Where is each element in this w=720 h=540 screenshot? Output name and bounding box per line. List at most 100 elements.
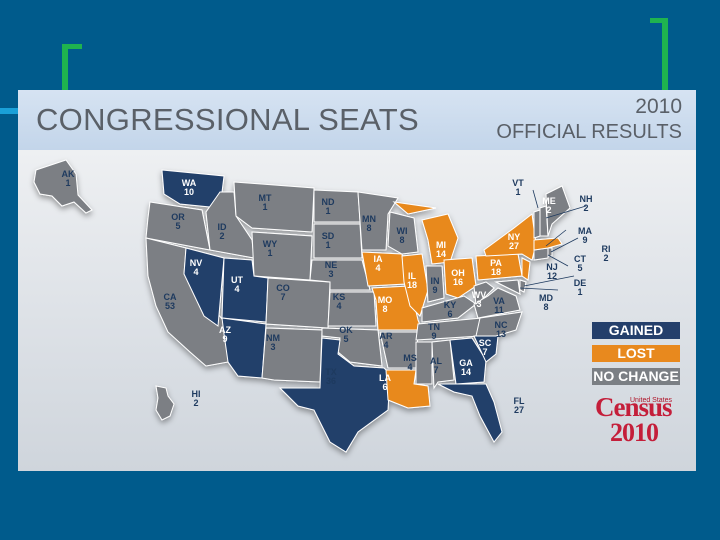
state-label-mo: MO 8 — [378, 295, 393, 314]
state-label-tx: TX 36 — [325, 367, 337, 386]
header-band: CONGRESSIONAL SEATS 2010 OFFICIAL RESULT… — [18, 90, 696, 150]
leader-line-4 — [519, 287, 559, 291]
state-label-sd: SD 1 — [322, 231, 335, 250]
state-label-wv: WV 3 — [472, 290, 487, 309]
leader-line-6 — [545, 205, 587, 219]
state-mt — [233, 181, 315, 233]
state-label-ks: KS 4 — [333, 292, 346, 311]
state-label-al: AL 7 — [430, 356, 442, 375]
state-ia — [361, 251, 407, 287]
census-logo-small-text: United States — [630, 397, 673, 404]
state-label-ct: CT 5 — [574, 254, 586, 273]
state-ks — [327, 291, 377, 327]
state-ga — [449, 337, 487, 385]
state-mn — [357, 191, 399, 251]
state-label-mn: MN 8 — [362, 214, 376, 233]
state-label-hi: HI 2 — [192, 389, 201, 408]
state-label-ia: IA 4 — [374, 254, 384, 273]
state-label-fl: FL 27 — [514, 396, 525, 415]
state-de — [519, 279, 527, 293]
state-md — [494, 279, 521, 295]
state-me — [545, 185, 571, 237]
state-fl — [437, 383, 503, 443]
state-hi — [155, 385, 175, 421]
census-logo-word: Census — [595, 392, 673, 422]
state-label-nj: NJ 12 — [546, 262, 558, 281]
state-sd — [313, 223, 363, 259]
subtitle-year: 2010 — [635, 95, 682, 118]
state-label-md: MD 8 — [539, 293, 553, 312]
state-label-de: DE 1 — [574, 278, 587, 297]
state-label-ok: OK 5 — [339, 325, 353, 344]
state-ri — [547, 247, 553, 257]
state-label-ky: KY 6 — [444, 300, 457, 319]
state-wa — [161, 169, 225, 209]
slide-panel: CONGRESSIONAL SEATS 2010 OFFICIAL RESULT… — [18, 90, 696, 471]
state-label-mt: MT 1 — [259, 193, 272, 212]
state-label-il: IL 18 — [407, 271, 417, 290]
state-label-ri: RI 2 — [602, 244, 611, 263]
state-label-co: CO 7 — [276, 283, 290, 302]
state-label-nh: NH 2 — [580, 194, 593, 213]
leader-line-0 — [545, 229, 567, 247]
state-tx — [278, 337, 391, 453]
state-label-in: IN 9 — [431, 276, 440, 295]
state-in — [425, 265, 445, 303]
legend-gained: GAINED — [592, 322, 680, 339]
page-title: CONGRESSIONAL SEATS — [36, 102, 419, 137]
left-accent-bar — [0, 108, 18, 114]
state-ok — [321, 327, 383, 367]
state-wy — [251, 231, 313, 281]
state-label-wy: WY 1 — [263, 239, 278, 258]
state-label-ut: UT 4 — [231, 275, 243, 294]
state-nv — [183, 247, 225, 327]
right-bracket-vertical — [662, 18, 668, 90]
state-label-tn: TN 9 — [428, 322, 440, 341]
state-label-az: AZ 9 — [219, 325, 231, 344]
state-label-vt: VT 1 — [512, 178, 524, 197]
subtitle-results: OFFICIAL RESULTS — [496, 121, 682, 143]
state-ne — [309, 259, 371, 291]
state-oh — [443, 257, 477, 299]
state-label-va: VA 11 — [493, 296, 505, 315]
legend-no-change: NO CHANGE — [592, 368, 680, 385]
state-nc — [475, 311, 523, 337]
state-ky — [421, 295, 477, 323]
state-ms — [415, 341, 433, 385]
state-label-id: ID 2 — [218, 222, 228, 241]
state-nm — [261, 327, 323, 383]
state-label-nv: NV 4 — [190, 258, 203, 277]
state-label-ny: NY 27 — [508, 232, 521, 251]
state-label-nc: NC 13 — [495, 320, 508, 339]
state-label-wi: WI 8 — [397, 226, 408, 245]
state-label-nm: NM 3 — [266, 333, 280, 352]
legend-lost: LOST — [592, 345, 680, 362]
state-il — [401, 253, 429, 317]
state-label-ma: MA 9 — [578, 226, 592, 245]
state-label-ar: AR 4 — [380, 331, 393, 350]
state-label-mi: MI 14 — [436, 240, 446, 259]
leader-line-1 — [547, 254, 569, 267]
left-bracket-vertical — [62, 44, 68, 90]
leader-line-3 — [523, 275, 575, 287]
state-label-ga: GA 14 — [459, 358, 473, 377]
state-label-ms: MS 4 — [403, 353, 417, 372]
state-al — [431, 339, 455, 390]
state-nj — [521, 257, 531, 281]
state-vt — [533, 209, 541, 239]
state-label-or: OR 5 — [171, 212, 185, 231]
left-bracket-top — [62, 44, 82, 49]
state-label-me: ME 2 — [542, 196, 556, 215]
us-map: AK 1 HI 2 WA 10 OR 5 CA 53 NV 4 ID 2 MT 1 WY 1 UT 4 AZ 9 CO 7 NM… — [33, 159, 611, 453]
state-label-pa: PA 18 — [490, 258, 502, 277]
leader-line-5 — [532, 189, 539, 209]
state-label-la: LA 6 — [379, 373, 391, 392]
state-wv — [473, 281, 495, 305]
state-label-wa: WA 10 — [182, 178, 197, 197]
state-label-oh: OH 16 — [451, 268, 465, 287]
state-label-sc: SC 7 — [479, 338, 492, 357]
state-label-ak: AK 1 — [62, 169, 75, 188]
state-wi — [387, 211, 419, 255]
census-logo-year: 2010 — [610, 418, 659, 447]
state-label-ca: CA 53 — [164, 292, 177, 311]
